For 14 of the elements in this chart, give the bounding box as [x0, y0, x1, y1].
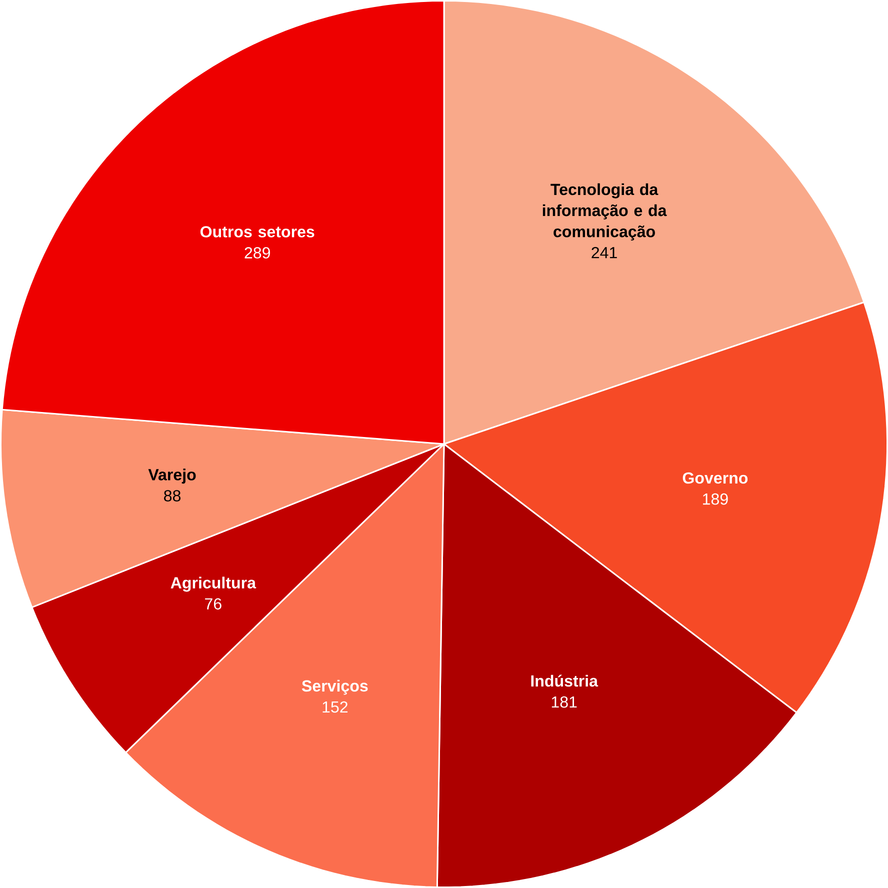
slice-label: Agricultura: [170, 576, 256, 592]
data-label: 76: [205, 598, 222, 610]
slice-label: Governo: [682, 472, 748, 484]
data-label: 241: [592, 246, 617, 258]
slice-label: Indústria: [531, 674, 598, 687]
data-label: 189: [703, 493, 728, 505]
slice-label: Serviços: [302, 680, 368, 695]
data-label: 289: [244, 247, 270, 259]
data-label: 181: [552, 696, 577, 708]
data-label: 88: [164, 490, 181, 502]
slice-label: Varejo: [148, 468, 196, 484]
data-label: 152: [322, 701, 348, 713]
slice-label: Outros setores: [200, 226, 314, 238]
slice-label: Tecnologia da informação e da comunicação: [542, 183, 667, 240]
